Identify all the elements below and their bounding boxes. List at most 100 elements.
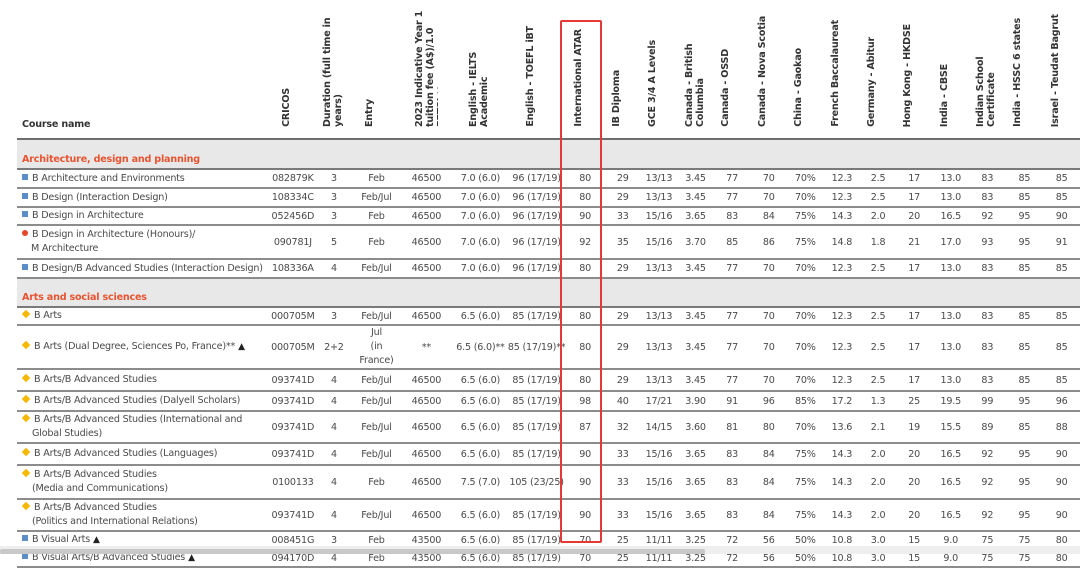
value-cell: 3.65 xyxy=(677,207,714,226)
value-cell: Feb/Jul xyxy=(353,443,400,466)
value-cell: 85 xyxy=(1043,307,1080,326)
value-cell: 2.1 xyxy=(860,411,896,444)
value-cell: 83 xyxy=(969,325,1006,370)
value-cell: Jul (in France) xyxy=(353,325,400,370)
course-name: B Arts xyxy=(34,310,62,321)
value-cell: 7.0 (6.0) xyxy=(453,188,508,208)
value-cell: 77 xyxy=(713,307,751,326)
value-cell: 25 xyxy=(895,391,933,412)
value-cell: 17 xyxy=(895,369,933,392)
value-cell: 25 xyxy=(604,531,641,550)
value-cell: 17/21 xyxy=(640,391,678,412)
value-cell: Feb xyxy=(353,207,400,226)
value-cell: 75% xyxy=(787,225,824,260)
value-cell: 96 xyxy=(1043,391,1080,412)
value-cell: 80 xyxy=(565,369,605,392)
value-cell: 6.5 (6.0)** xyxy=(453,325,508,370)
value-cell: 20 xyxy=(895,499,933,532)
value-cell: 7.0 (6.0) xyxy=(453,259,508,279)
value-cell: 92 xyxy=(969,499,1006,532)
column-header-label: China - Gaokao xyxy=(793,48,805,127)
value-cell: 13.0 xyxy=(932,259,970,279)
value-cell: 13/13 xyxy=(640,169,678,189)
column-header: GCE 3/4 A Levels xyxy=(640,0,678,140)
section-header-cell xyxy=(823,278,861,308)
value-cell: 75% xyxy=(787,465,824,500)
value-cell: 15/16 xyxy=(640,499,678,532)
triangle-icon: ▲ xyxy=(93,535,100,545)
value-cell: 15/16 xyxy=(640,465,678,500)
square-marker-icon xyxy=(22,211,28,217)
table-row: B Arts/B Advanced Studies (Dalyell Schol… xyxy=(17,391,1080,412)
column-header-label: Canada - Nova Scotia xyxy=(756,15,768,127)
value-cell: 85 xyxy=(1043,259,1080,279)
value-cell: 77 xyxy=(713,188,751,208)
column-header-label: Israel - Teudat Bagrut xyxy=(1049,13,1061,127)
value-cell: 93 xyxy=(969,225,1006,260)
value-cell: 3.65 xyxy=(677,499,714,532)
table-row: B Design in Architecture 052456D 3 Feb 46500… xyxy=(17,207,1080,226)
diamond-marker-icon xyxy=(21,309,31,319)
value-cell: 83 xyxy=(713,465,751,500)
section-header-cell xyxy=(604,139,641,170)
table-row: B Arts/B Advanced Studies (Media and Comm… xyxy=(17,465,1080,500)
value-cell: 12.3 xyxy=(823,369,861,392)
section-header-cell xyxy=(713,278,751,308)
value-cell: 20 xyxy=(895,465,933,500)
value-cell: 14.3 xyxy=(823,207,861,226)
square-marker-icon xyxy=(22,263,28,270)
value-cell: 89 xyxy=(969,411,1006,444)
value-cell: 88 xyxy=(1043,411,1080,444)
value-cell: 082879K xyxy=(271,169,315,189)
value-cell: 85 xyxy=(1043,169,1080,189)
course-name-cell: B Arts/B Advanced Studies xyxy=(17,369,272,392)
value-cell: 46500 xyxy=(399,465,454,500)
value-cell: 15/16 xyxy=(640,207,678,226)
value-cell: 70% xyxy=(787,188,824,208)
course-name: B Arts/B Advanced Studies (International… xyxy=(34,414,243,425)
dot-marker-icon xyxy=(22,230,28,236)
value-cell: 91 xyxy=(1043,225,1080,260)
value-cell: 46500 xyxy=(399,443,454,466)
value-cell: 70 xyxy=(750,169,788,189)
value-cell: 84 xyxy=(750,443,788,466)
value-cell: 29 xyxy=(604,307,641,326)
value-cell: 85 (17/19) xyxy=(507,391,566,412)
value-cell: 12.3 xyxy=(823,259,861,279)
course-name-cell: B Arts/B Advanced Studies (International… xyxy=(17,411,272,444)
column-header-label: Hong Kong - HKDSE xyxy=(902,23,914,127)
value-cell: Feb/Jul xyxy=(353,391,400,412)
horizontal-scrollbar-thumb[interactable] xyxy=(0,549,705,554)
section-header-cell xyxy=(1043,278,1080,308)
diamond-marker-icon xyxy=(21,340,31,350)
table-row: B Design in Architecture (Honours)/ M Arc… xyxy=(17,225,1080,260)
section-header-cell xyxy=(1005,278,1044,308)
table-row: B Arts 000705M 3 Feb/Jul 46500 6.5 (6.0) 85 (1… xyxy=(17,307,1080,326)
course-name: B Arts/B Advanced Studies xyxy=(34,502,157,513)
value-cell: 90 xyxy=(1043,499,1080,532)
column-header-label: CRICOS xyxy=(280,88,292,127)
value-cell: 2.0 xyxy=(860,207,896,226)
value-cell: 2.5 xyxy=(860,369,896,392)
section-header-cell xyxy=(565,139,605,170)
table-header-row: Course name CRICOS Duration (full time in … xyxy=(17,0,1080,140)
course-name: Global Studies) xyxy=(32,428,102,439)
value-cell: 2.5 xyxy=(860,169,896,189)
section-header-row: Architecture, design and planning xyxy=(17,139,1080,170)
value-cell: 20 xyxy=(895,443,933,466)
value-cell: 21 xyxy=(895,225,933,260)
value-cell: 85 (17/19) xyxy=(507,307,566,326)
value-cell: 2.5 xyxy=(860,325,896,370)
column-header: Germany - Abitur xyxy=(860,0,896,140)
value-cell: 6.5 (6.0) xyxy=(453,391,508,412)
value-cell: 90 xyxy=(1043,443,1080,466)
value-cell: 7.0 (6.0) xyxy=(453,207,508,226)
value-cell: 91 xyxy=(713,391,751,412)
value-cell: 7.5 (7.0) xyxy=(453,465,508,500)
value-cell: 92 xyxy=(969,465,1006,500)
course-name: (Media and Communications) xyxy=(32,483,168,494)
course-name-cell: B Arts/B Advanced Studies (Dalyell Schol… xyxy=(17,391,272,412)
column-header: Duration (full time in years) xyxy=(314,0,354,140)
value-cell: Feb/Jul xyxy=(353,411,400,444)
value-cell: 12.3 xyxy=(823,169,861,189)
